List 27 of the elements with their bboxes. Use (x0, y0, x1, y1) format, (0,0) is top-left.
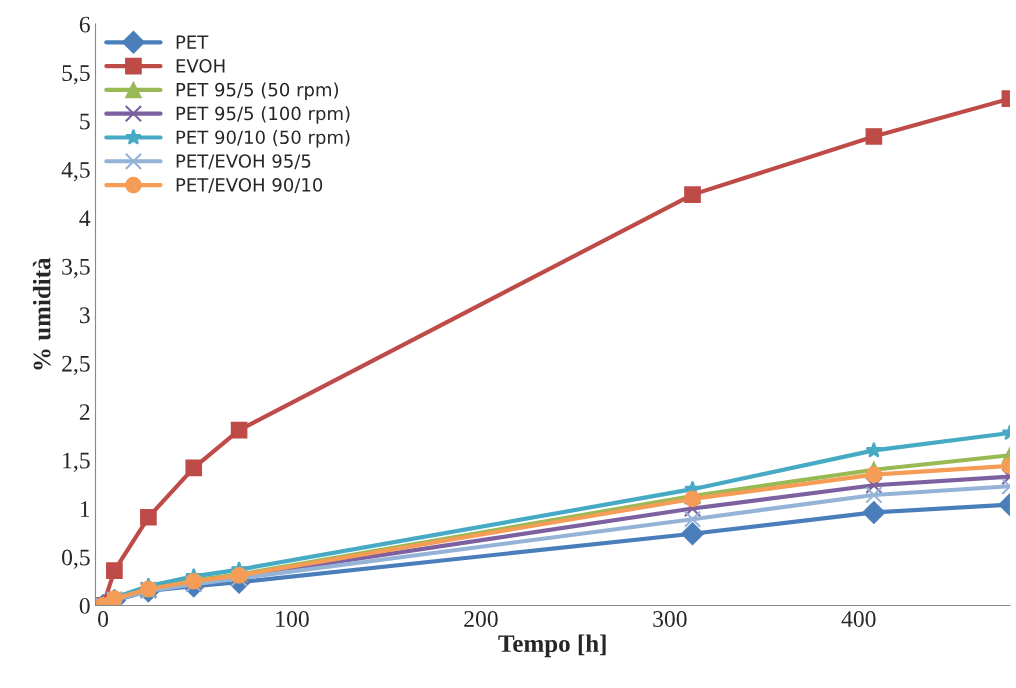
y-tick-label: 1,5 (63, 452, 90, 472)
y-tick-label: 5,5 (62, 65, 90, 85)
y-tick-label: 0 (79, 597, 90, 614)
x-tick-label: 400 (841, 610, 876, 627)
y-tick-label: 1 (80, 501, 90, 517)
legend-label: PET 95/5 (50 rpm) (176, 82, 339, 100)
y-tick-label: 4 (79, 210, 91, 227)
y-tick-label: 2 (79, 404, 90, 420)
y-tick-label: 3 (79, 307, 90, 324)
x-axis-title: Tempo [h] (498, 634, 606, 658)
y-tick-label: 2,5 (62, 355, 90, 376)
legend-label: PET 90/10 (50 rpm) (176, 130, 350, 148)
y-axis-title: % umidità (32, 257, 51, 370)
legend-label: PET/EVOH 90/10 (176, 178, 323, 194)
y-tick-label: 3,5 (62, 258, 90, 279)
y-tick-label: 4,5 (61, 162, 90, 182)
x-tick-label: 100 (276, 610, 309, 627)
x-tick-label: 300 (653, 610, 687, 627)
y-tick-label: 5 (80, 113, 90, 130)
legend-label: PET/EVOH 95/5 (176, 154, 311, 170)
legend-label: PET (176, 35, 209, 49)
legend-label: PET 95/5 (100 rpm) (176, 106, 350, 124)
y-tick-label: 0,5 (62, 549, 90, 569)
y-tick-label: 6 (79, 16, 90, 33)
x-tick-label: 200 (464, 610, 498, 627)
legend-label: EVOH (176, 59, 225, 73)
x-tick-label: 0 (98, 610, 109, 627)
